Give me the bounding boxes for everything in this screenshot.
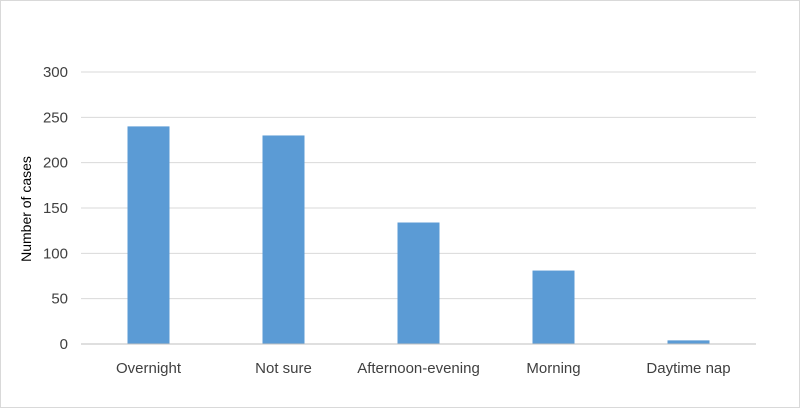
bar-overnight [127, 126, 170, 345]
y-tick-label: 50 [51, 291, 68, 308]
bars [127, 126, 710, 345]
bar-daytime-nap [667, 340, 710, 344]
gridlines [81, 71, 756, 300]
y-tick-label: 250 [43, 109, 68, 126]
bar-afternoon-evening [397, 222, 440, 344]
x-tick-label: Overnight [116, 360, 182, 377]
x-tick-label: Morning [526, 360, 580, 377]
x-tick-label: Afternoon-evening [357, 360, 480, 377]
bar-not-sure [262, 135, 305, 344]
y-tick-label: 100 [43, 245, 68, 262]
x-tick-label: Daytime nap [646, 360, 730, 377]
bar-morning [532, 270, 575, 344]
y-tick-label: 200 [43, 155, 68, 172]
y-axis-title: Number of cases [18, 156, 34, 262]
y-tick-label: 150 [43, 200, 68, 217]
y-tick-label: 0 [60, 336, 68, 353]
y-tick-label: 300 [43, 64, 68, 81]
x-axis-ticks: Overnight Not sure Afternoon-evening Mornin… [116, 360, 731, 377]
x-tick-label: Not sure [255, 360, 312, 377]
y-axis-ticks: 0 50 100 150 200 250 300 [43, 64, 68, 353]
